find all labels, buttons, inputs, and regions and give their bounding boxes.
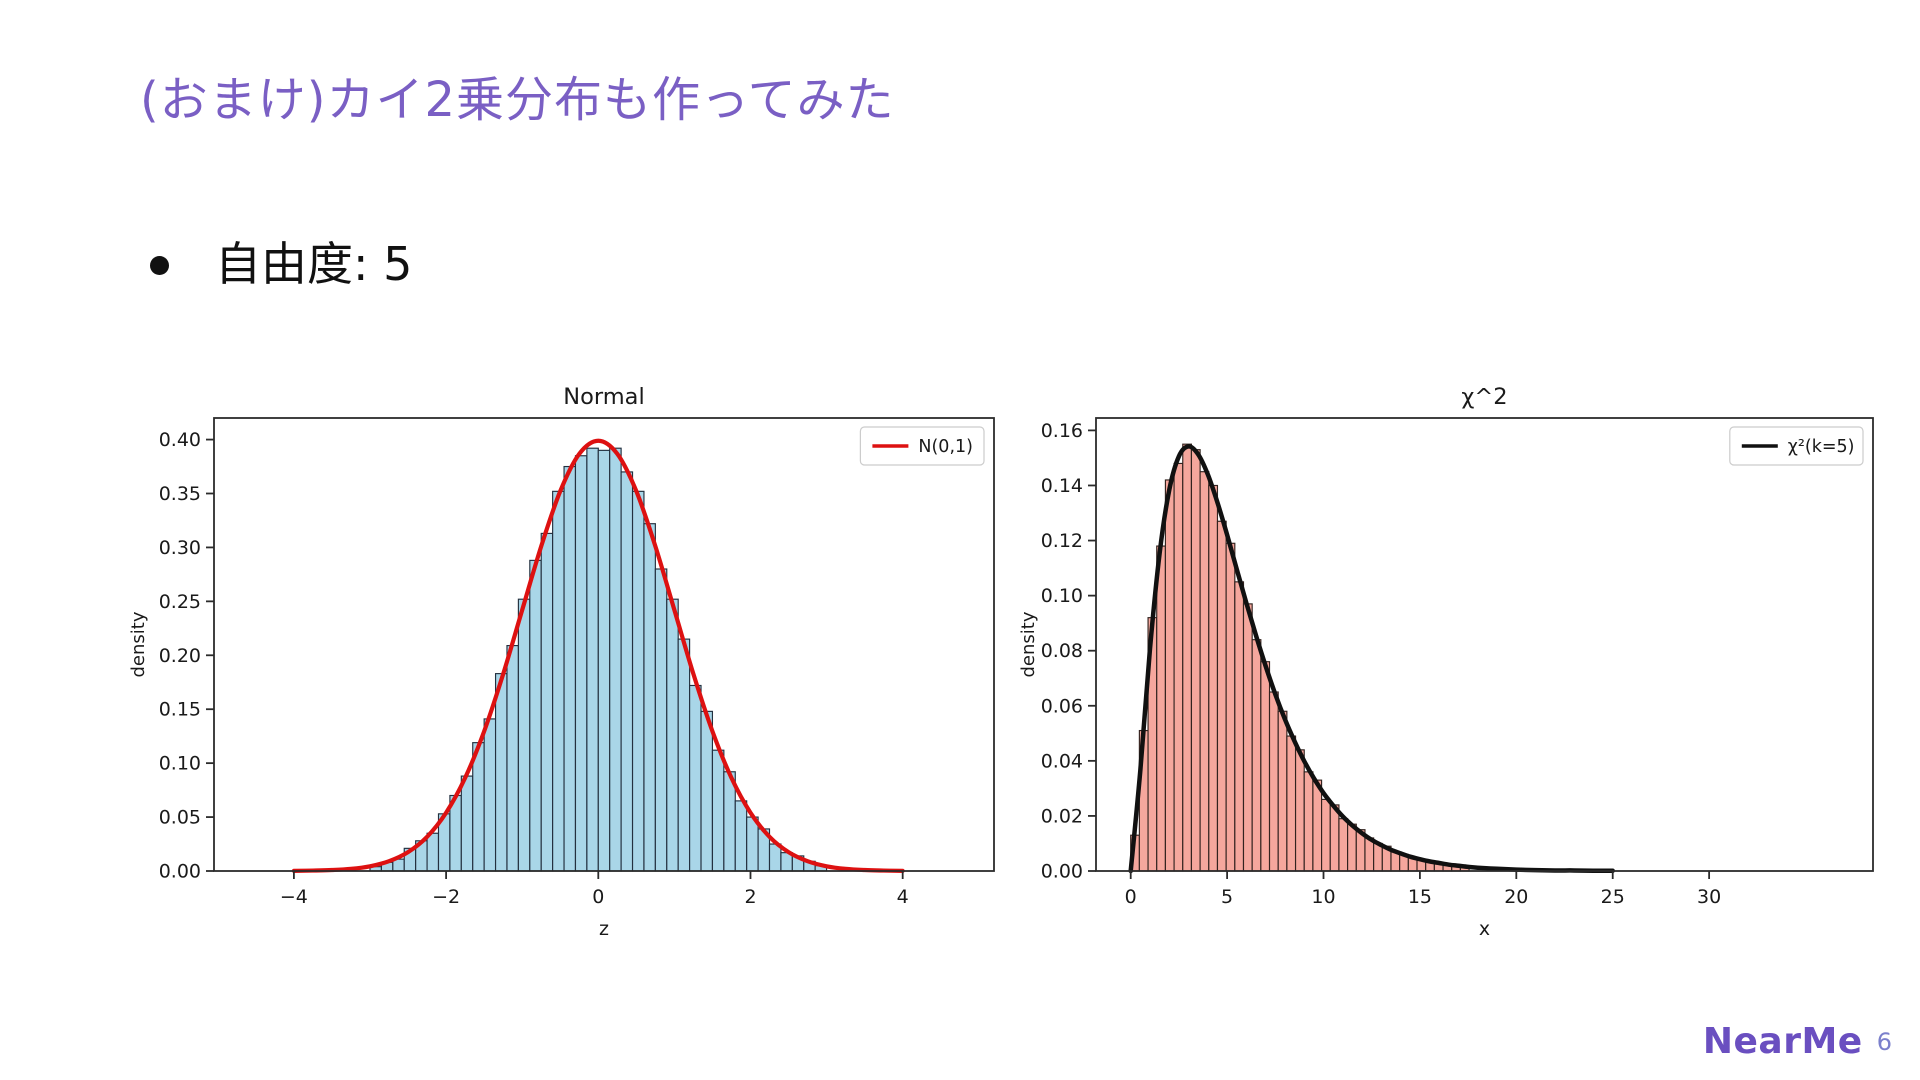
svg-text:−2: −2 bbox=[432, 886, 460, 908]
legend: χ²(k=5) bbox=[1729, 426, 1864, 466]
svg-text:0.25: 0.25 bbox=[159, 591, 201, 613]
chart-chi-squared-histogram: 0 5 10 15 20 25 30 0.00 0.02 0.04 0.06 0.08 0.10 0.12… bbox=[1016, 370, 1920, 962]
svg-text:25: 25 bbox=[1601, 886, 1625, 908]
svg-text:0.30: 0.30 bbox=[159, 537, 201, 559]
page-title: (おまけ)カイ2乗分布も作ってみた bbox=[140, 72, 895, 128]
svg-text:0.16: 0.16 bbox=[1041, 420, 1083, 442]
svg-text:0.40: 0.40 bbox=[159, 429, 201, 451]
svg-text:0.00: 0.00 bbox=[159, 861, 201, 883]
svg-text:0.35: 0.35 bbox=[159, 483, 201, 505]
svg-text:0.10: 0.10 bbox=[1041, 585, 1083, 607]
x-axis-label: x bbox=[1479, 918, 1490, 940]
x-axis-label: z bbox=[599, 918, 609, 940]
svg-text:2: 2 bbox=[744, 886, 756, 908]
density-curve bbox=[291, 438, 905, 873]
axes-frame bbox=[213, 417, 995, 872]
nearme-logo: NearMe bbox=[1702, 1021, 1863, 1062]
svg-text:N(0,1): N(0,1) bbox=[918, 437, 973, 457]
density-curve bbox=[1128, 444, 1615, 874]
svg-text:0.06: 0.06 bbox=[1041, 695, 1083, 717]
svg-text:0.10: 0.10 bbox=[159, 753, 201, 775]
svg-text:0.08: 0.08 bbox=[1041, 640, 1083, 662]
svg-text:10: 10 bbox=[1311, 886, 1335, 908]
y-axis-label: density bbox=[128, 611, 149, 677]
axes-frame bbox=[1095, 417, 1874, 872]
svg-text:15: 15 bbox=[1408, 886, 1432, 908]
chart-normal-histogram: −4 −2 0 2 4 0.00 0.05 0.10 0.15 0.20 0.25 0.30 0.35 0… bbox=[100, 370, 1020, 962]
page-number: 6 bbox=[1876, 1027, 1892, 1056]
svg-text:4: 4 bbox=[897, 886, 909, 908]
y-axis-label: density bbox=[1018, 611, 1039, 677]
svg-text:5: 5 bbox=[1221, 886, 1233, 908]
svg-text:−4: −4 bbox=[280, 886, 308, 908]
svg-text:0: 0 bbox=[592, 886, 604, 908]
svg-text:0.15: 0.15 bbox=[159, 699, 201, 721]
axis-ticks: 0 5 10 15 20 25 30 0.00 0.02 0.04 0.06 0.08 0.10 0.12… bbox=[1041, 420, 1722, 908]
svg-text:0.02: 0.02 bbox=[1041, 805, 1083, 827]
svg-text:χ²(k=5): χ²(k=5) bbox=[1788, 437, 1855, 457]
svg-text:0: 0 bbox=[1125, 886, 1137, 908]
chart-title: Normal bbox=[563, 384, 644, 410]
chart-title: χ^2 bbox=[1461, 384, 1507, 410]
svg-text:0.14: 0.14 bbox=[1041, 475, 1083, 497]
svg-text:0.04: 0.04 bbox=[1041, 750, 1083, 772]
histogram-bars bbox=[1130, 443, 1470, 872]
histogram-bars bbox=[369, 447, 828, 872]
bullet-label: 自由度: 5 bbox=[215, 237, 413, 291]
bullet-dot-icon bbox=[150, 255, 169, 275]
svg-text:0.05: 0.05 bbox=[159, 807, 201, 829]
svg-text:30: 30 bbox=[1697, 886, 1721, 908]
legend: N(0,1) bbox=[859, 426, 985, 466]
bullet-item: 自由度: 5 bbox=[150, 228, 412, 294]
svg-text:0.00: 0.00 bbox=[1041, 861, 1083, 883]
axis-ticks: −4 −2 0 2 4 0.00 0.05 0.10 0.15 0.20 0.25 0.30 0.35 0… bbox=[159, 429, 909, 908]
svg-text:0.20: 0.20 bbox=[159, 645, 201, 667]
slide-footer: NearMe 6 bbox=[1703, 1021, 1892, 1062]
svg-text:0.12: 0.12 bbox=[1041, 530, 1083, 552]
svg-text:20: 20 bbox=[1504, 886, 1528, 908]
